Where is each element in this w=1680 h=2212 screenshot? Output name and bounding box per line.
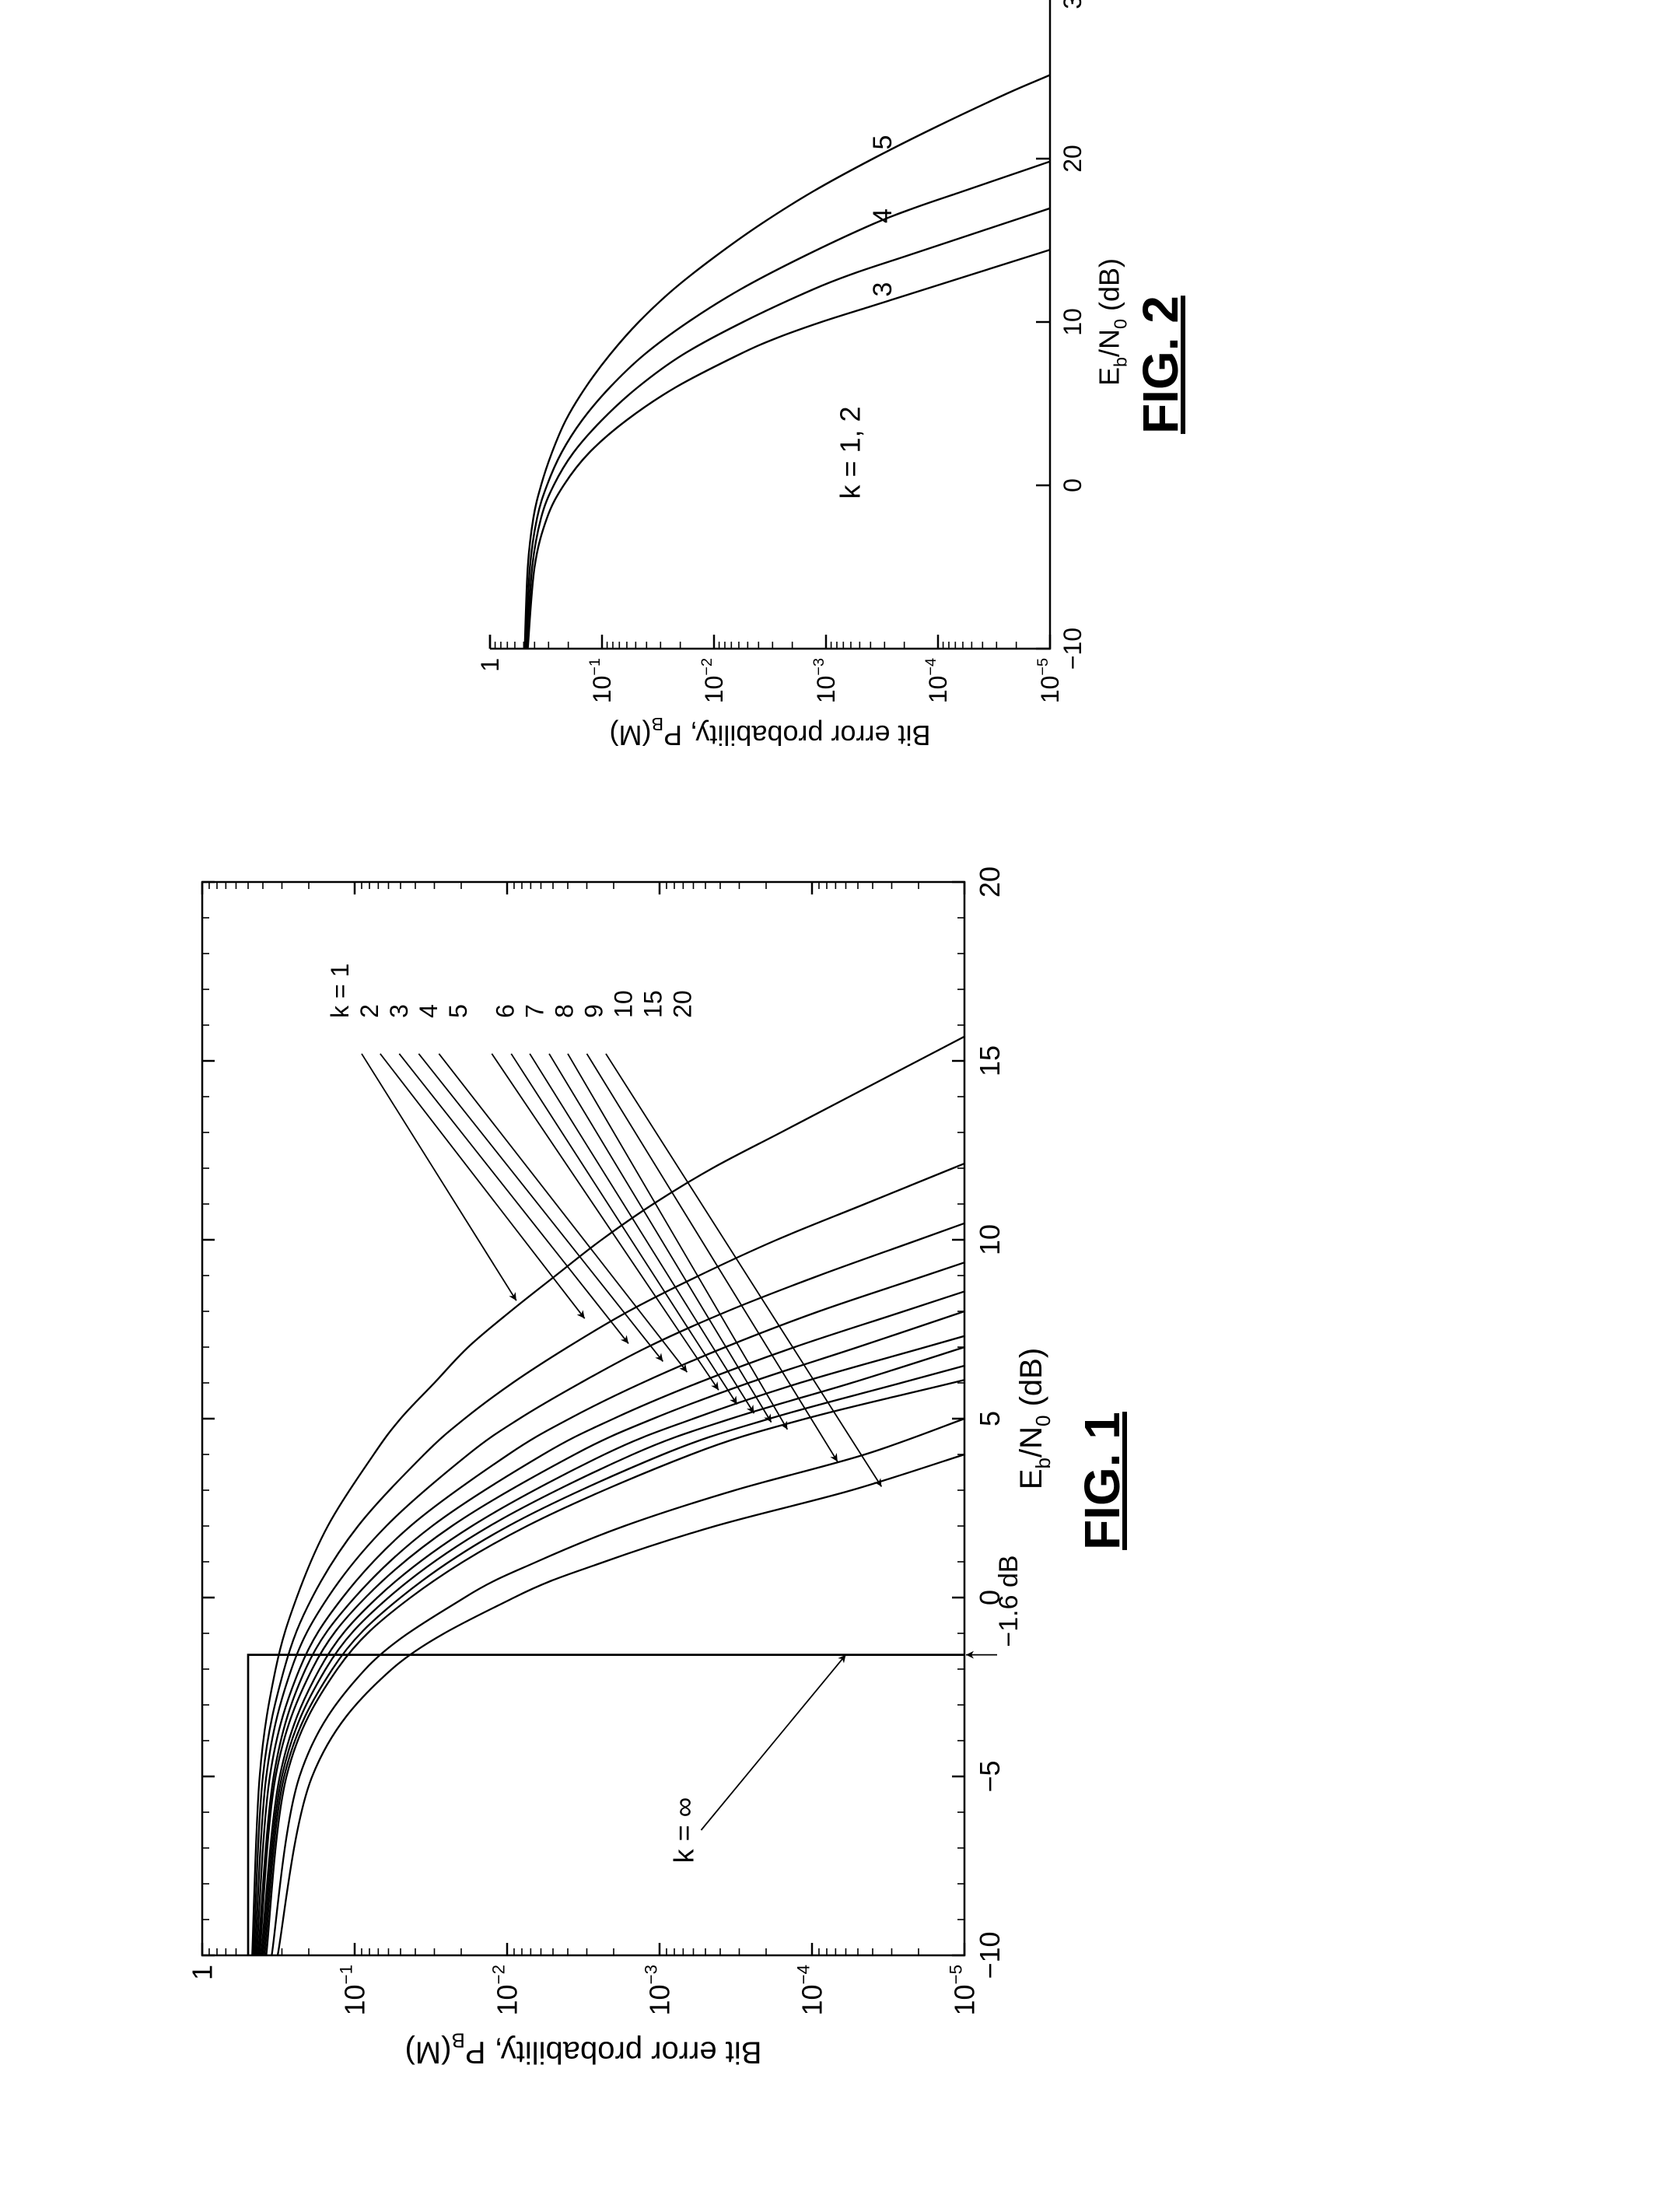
svg-text:Eb/N0 (dB): Eb/N0 (dB) <box>1014 1348 1055 1489</box>
svg-text:8: 8 <box>551 1004 579 1018</box>
svg-text:0: 0 <box>1059 478 1087 492</box>
svg-text:5: 5 <box>444 1004 472 1018</box>
svg-text:20: 20 <box>974 866 1006 898</box>
svg-text:7: 7 <box>521 1004 549 1018</box>
svg-text:−1.6 dB: −1.6 dB <box>994 1555 1024 1647</box>
svg-text:4: 4 <box>415 1004 443 1018</box>
svg-text:k = ∞: k = ∞ <box>667 1797 699 1864</box>
svg-text:−10: −10 <box>1059 628 1087 670</box>
svg-text:1: 1 <box>476 658 504 672</box>
svg-text:2: 2 <box>355 1004 383 1018</box>
svg-text:−5: −5 <box>974 1760 1006 1792</box>
svg-text:10−1: 10−1 <box>586 658 616 703</box>
svg-text:10: 10 <box>974 1224 1006 1255</box>
svg-text:10: 10 <box>610 990 638 1018</box>
svg-text:k = 1: k = 1 <box>326 964 354 1018</box>
fig1-chart: −10−50510152010−510−410−310−210−11Eb/N0 … <box>109 812 1136 2150</box>
svg-text:10: 10 <box>1059 308 1087 336</box>
svg-text:3: 3 <box>868 282 898 297</box>
svg-text:10−1: 10−1 <box>336 1965 370 2016</box>
svg-text:10−3: 10−3 <box>641 1965 675 2016</box>
svg-text:1: 1 <box>187 1965 219 1980</box>
fig2-chart: −10010203010−510−410−310−210−11Eb/N0 (dB… <box>428 0 1190 789</box>
svg-text:15: 15 <box>639 990 667 1018</box>
svg-text:9: 9 <box>580 1004 608 1018</box>
svg-text:10−4: 10−4 <box>793 1965 828 2016</box>
svg-text:k = 1, 2: k = 1, 2 <box>834 406 866 499</box>
svg-text:Eb/N0 (dB): Eb/N0 (dB) <box>1094 258 1131 386</box>
svg-text:30: 30 <box>1059 0 1087 9</box>
svg-text:10−3: 10−3 <box>810 658 840 703</box>
svg-text:Bit error probability, PB(M): Bit error probability, PB(M) <box>609 714 930 751</box>
svg-text:3: 3 <box>385 1004 413 1018</box>
svg-text:20: 20 <box>669 990 697 1018</box>
svg-text:10−2: 10−2 <box>488 1965 523 2016</box>
fig1-caption: FIG. 1 <box>1073 812 1131 2150</box>
svg-text:15: 15 <box>974 1045 1006 1076</box>
svg-text:10−2: 10−2 <box>698 658 728 703</box>
svg-text:10−4: 10−4 <box>922 658 952 703</box>
svg-text:6: 6 <box>492 1004 520 1018</box>
svg-text:5: 5 <box>974 1411 1006 1426</box>
fig2-caption: FIG. 2 <box>1132 0 1189 789</box>
svg-text:Bit error probability, PB(M): Bit error probability, PB(M) <box>405 2028 762 2069</box>
svg-text:20: 20 <box>1059 145 1087 173</box>
svg-text:−10: −10 <box>974 1931 1006 1979</box>
